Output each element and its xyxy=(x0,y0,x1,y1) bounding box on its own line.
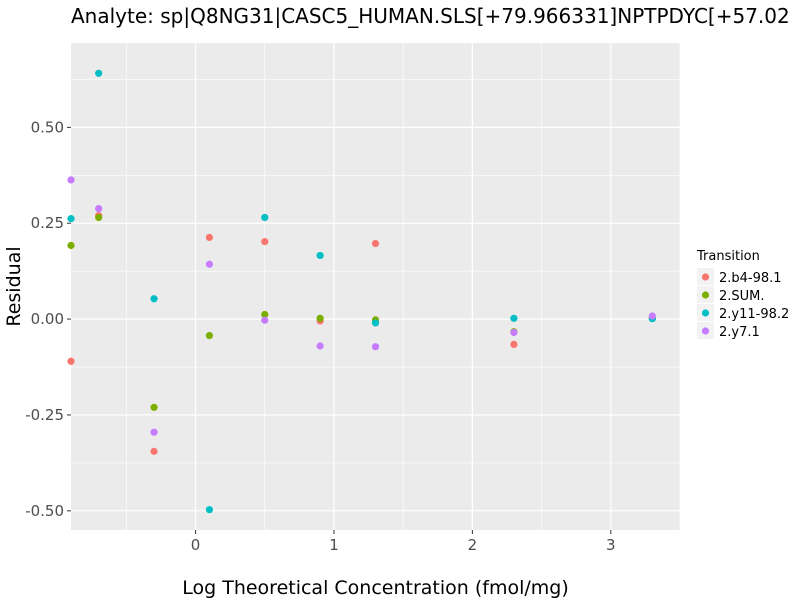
legend-label: 2.y7.1 xyxy=(719,325,760,340)
data-point xyxy=(316,251,324,260)
x-axis-title: Log Theoretical Concentration (fmol/mg) xyxy=(182,577,569,599)
legend-swatch xyxy=(701,273,710,281)
legend-label: 2.y11-98.2 xyxy=(719,307,789,322)
x-axis: 0 1 2 3 xyxy=(191,530,616,554)
data-point xyxy=(371,319,380,327)
legend-items: 2.b4-98.1 2.SUM. 2.y11-98.2 2.y7.1 xyxy=(697,268,789,340)
data-point xyxy=(316,342,324,350)
data-point xyxy=(150,403,158,411)
data-point xyxy=(67,215,75,223)
data-point xyxy=(648,312,656,320)
data-point xyxy=(261,238,269,246)
data-point xyxy=(205,506,214,514)
y-tick-label: 0.50 xyxy=(31,118,64,136)
plot-panel xyxy=(71,43,680,530)
x-tick-label: 1 xyxy=(329,536,339,554)
data-point xyxy=(67,241,75,250)
data-point xyxy=(371,239,380,248)
y-axis-title: Residual xyxy=(3,246,25,326)
x-tick-label: 2 xyxy=(468,536,478,554)
data-point xyxy=(371,343,380,351)
minor-gridlines xyxy=(71,43,681,530)
data-point xyxy=(205,233,214,242)
data-point xyxy=(510,314,518,322)
data-point xyxy=(510,340,518,349)
x-tick-label: 0 xyxy=(191,536,201,554)
y-tick-label: 0.00 xyxy=(31,310,64,328)
data-point xyxy=(261,310,269,319)
data-point xyxy=(95,69,103,77)
legend-label: 2.SUM. xyxy=(719,289,765,304)
data-point xyxy=(67,357,75,365)
data-point xyxy=(95,205,103,213)
chart-title: Analyte: sp|Q8NG31|CASC5_HUMAN.SLS[+79.9… xyxy=(71,4,790,28)
y-tick-label: 0.25 xyxy=(31,214,64,232)
data-point xyxy=(67,176,75,184)
legend: Transition 2.b4-98.1 2.SUM. 2.y11-98.2 2.y7… xyxy=(696,249,789,340)
legend-swatch xyxy=(701,309,710,317)
data-point xyxy=(150,447,158,455)
data-point xyxy=(261,316,269,324)
y-axis: -0.50 -0.25 0.00 0.25 0.50 xyxy=(25,118,71,520)
data-point xyxy=(316,314,324,322)
legend-swatch xyxy=(701,291,710,299)
major-gridlines xyxy=(71,43,680,530)
legend-swatch xyxy=(701,327,710,335)
data-point xyxy=(150,295,158,303)
data-point xyxy=(205,331,214,340)
data-point xyxy=(261,213,269,222)
x-tick-label: 3 xyxy=(606,536,616,554)
data-point xyxy=(205,260,214,268)
y-tick-label: -0.25 xyxy=(25,406,64,424)
data-point xyxy=(510,328,518,337)
data-point xyxy=(95,213,103,222)
legend-label: 2.b4-98.1 xyxy=(719,271,782,286)
y-tick-label: -0.50 xyxy=(25,502,64,520)
data-points xyxy=(67,69,656,514)
data-point xyxy=(150,428,158,436)
legend-title: Transition xyxy=(696,249,760,264)
